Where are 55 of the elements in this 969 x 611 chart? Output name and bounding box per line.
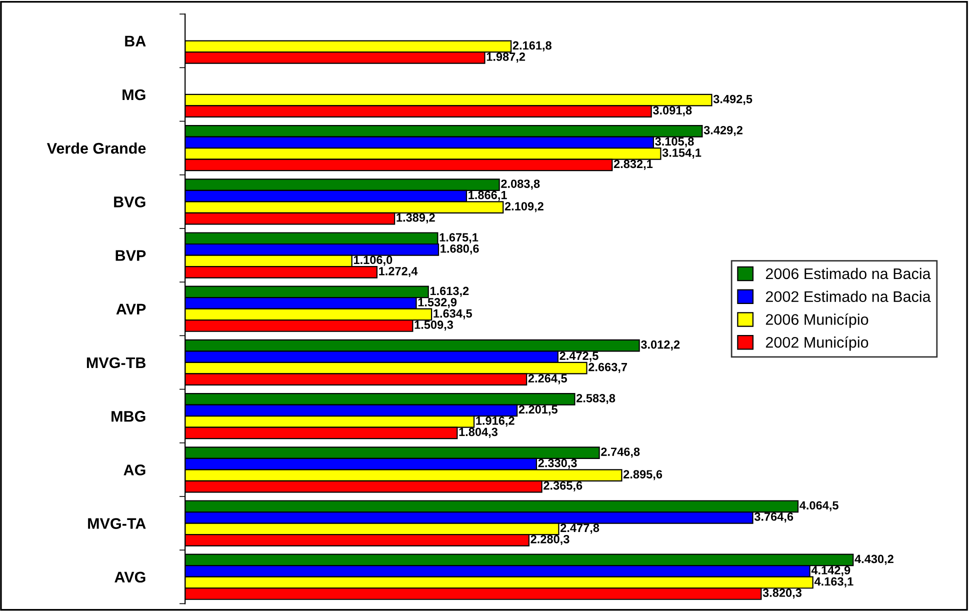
data-label: 1.389,2 (396, 213, 435, 224)
data-label: 2.746,8 (601, 448, 640, 458)
data-label: 3.154,1 (662, 148, 702, 159)
data-label: 1.613,2 (430, 286, 469, 297)
data-label: 2.109,2 (504, 202, 544, 212)
y-tick-label: Verde Grande (46, 142, 146, 154)
data-label: 4.064,5 (800, 501, 838, 512)
data-label: 3.105,8 (655, 137, 694, 148)
y-tick-label: BVP (116, 250, 146, 261)
data-label: 2.832,1 (614, 160, 653, 170)
data-label: 4.142,9 (811, 566, 850, 576)
data-label: 1.680,6 (440, 244, 479, 255)
data-label: 2.161,8 (512, 41, 552, 52)
legend-label: 2002 Estimado na Bacia (766, 290, 931, 302)
y-tick-label: MBG (112, 410, 146, 422)
data-label: 3.091,8 (652, 106, 692, 116)
legend-label: 2006 Estimado na Bacia (766, 268, 931, 280)
data-label: 3.492,5 (713, 94, 752, 105)
data-label: 2.201,5 (518, 405, 558, 416)
legend-label: 2002 Município (766, 336, 868, 351)
y-tick-label: AG (124, 464, 146, 476)
data-label: 1.866,1 (468, 190, 507, 201)
data-label: 4.163,1 (814, 577, 854, 588)
data-label: 1.532,9 (418, 298, 457, 308)
data-label: 3.764,6 (754, 512, 794, 523)
data-label: 1.634,5 (434, 309, 472, 320)
data-label: 3.820,3 (762, 588, 802, 599)
y-tick-label: AVG (114, 572, 146, 583)
y-tick-label: MG (122, 89, 146, 100)
data-label: 1.509,3 (414, 320, 454, 331)
data-label: 1.106,0 (354, 256, 392, 266)
data-label: 3.429,2 (704, 126, 742, 136)
data-label: 2.083,8 (501, 180, 540, 190)
data-label: 1.272,4 (379, 266, 418, 278)
y-tick-label: AVP (116, 304, 146, 314)
data-label: 2.365,6 (544, 481, 582, 492)
data-label: 2.583,8 (576, 394, 616, 404)
data-label: 2.264,5 (528, 374, 567, 384)
data-label: 2.330,3 (538, 458, 577, 469)
y-tick-label: BVG (114, 196, 146, 208)
data-label: 2.895,6 (624, 470, 662, 480)
data-label: 2.477,8 (560, 524, 600, 534)
data-label: 1.987,2 (486, 52, 526, 63)
data-label: 2.280,3 (530, 534, 570, 546)
data-label: 2.472,5 (560, 352, 598, 362)
data-label: 1.916,2 (476, 416, 514, 427)
data-label: 2.663,7 (588, 362, 628, 373)
data-label: 1.804,3 (459, 428, 498, 438)
data-label: 3.012,2 (640, 340, 680, 350)
y-tick-label: MVG-TA (88, 518, 146, 529)
data-label: 4.430,2 (854, 554, 894, 565)
y-tick-label: BA (125, 36, 146, 46)
y-tick-label: MVG-TB (86, 357, 146, 368)
data-label: 1.675,1 (440, 233, 478, 244)
legend-label: 2006 Município (766, 314, 868, 328)
